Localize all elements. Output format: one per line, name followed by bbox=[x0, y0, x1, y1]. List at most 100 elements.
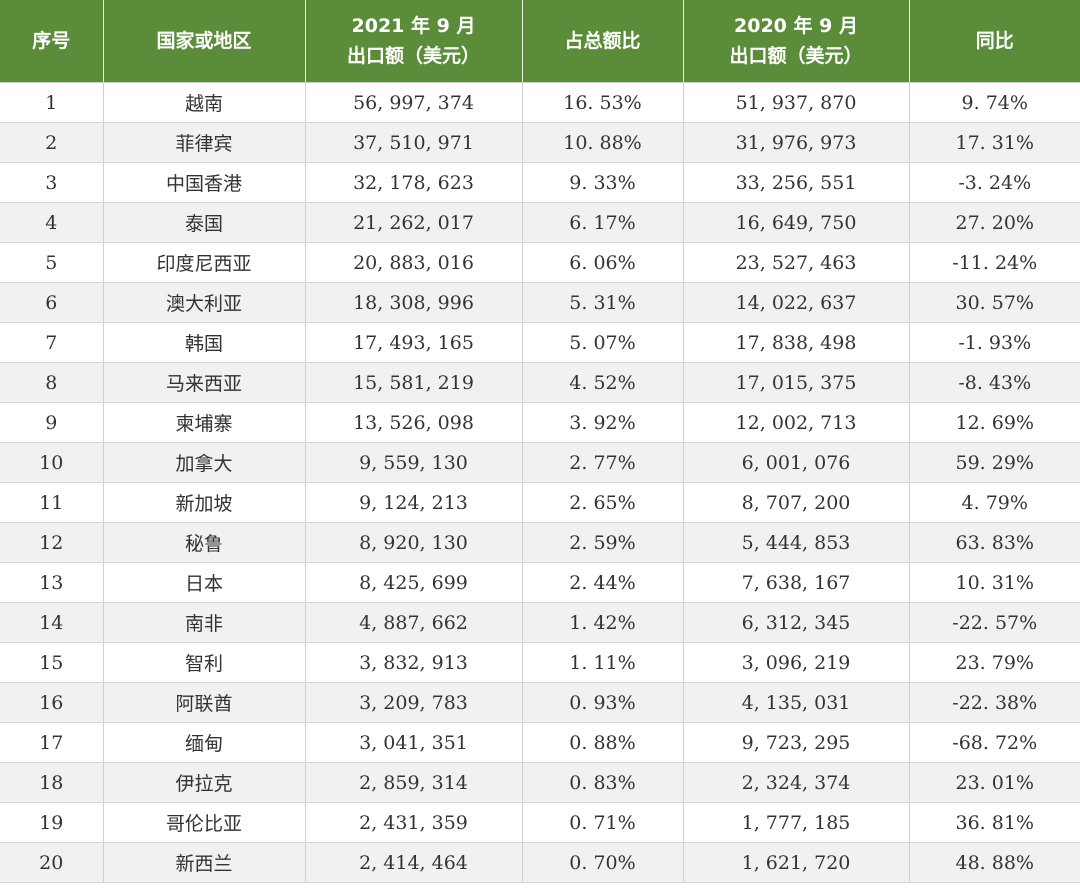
cell-rank: 3 bbox=[0, 162, 104, 203]
header-yoy: 同比 bbox=[909, 0, 1080, 83]
cell-export-2021: 8, 920, 130 bbox=[305, 522, 523, 563]
table-header: 序号 国家或地区 2021 年 9 月出口额（美元） 占总额比 2020 年 9 月出口… bbox=[0, 0, 1080, 83]
header-country: 国家或地区 bbox=[103, 0, 306, 83]
table-row: 2 菲律宾 37, 510, 971 10. 88% 31, 976, 973 17. 3… bbox=[0, 122, 1080, 163]
cell-rank: 2 bbox=[0, 122, 104, 163]
cell-export-2021: 15, 581, 219 bbox=[305, 362, 523, 403]
table-row: 13 日本 8, 425, 699 2. 44% 7, 638, 167 10. 31% bbox=[0, 562, 1080, 603]
cell-export-2020: 6, 001, 076 bbox=[683, 442, 910, 483]
cell-yoy: 10. 31% bbox=[909, 562, 1080, 603]
cell-country: 南非 bbox=[103, 602, 306, 643]
cell-export-2020: 2, 324, 374 bbox=[683, 762, 910, 803]
cell-export-2021: 8, 425, 699 bbox=[305, 562, 523, 603]
cell-yoy: 27. 20% bbox=[909, 202, 1080, 243]
cell-export-2020: 33, 256, 551 bbox=[683, 162, 910, 203]
cell-export-2021: 37, 510, 971 bbox=[305, 122, 523, 163]
cell-yoy: 63. 83% bbox=[909, 522, 1080, 563]
cell-export-2020: 3, 096, 219 bbox=[683, 642, 910, 683]
cell-share: 5. 31% bbox=[522, 282, 684, 323]
cell-export-2020: 7, 638, 167 bbox=[683, 562, 910, 603]
cell-country: 马来西亚 bbox=[103, 362, 306, 403]
cell-export-2021: 3, 041, 351 bbox=[305, 722, 523, 763]
cell-yoy: -22. 38% bbox=[909, 682, 1080, 723]
cell-yoy: -3. 24% bbox=[909, 162, 1080, 203]
cell-rank: 4 bbox=[0, 202, 104, 243]
cell-yoy: 59. 29% bbox=[909, 442, 1080, 483]
table-row: 3 中国香港 32, 178, 623 9. 33% 33, 256, 551 -3. 2… bbox=[0, 162, 1080, 203]
cell-export-2020: 1, 777, 185 bbox=[683, 802, 910, 843]
header-share: 占总额比 bbox=[522, 0, 684, 83]
cell-export-2020: 23, 527, 463 bbox=[683, 242, 910, 283]
cell-country: 日本 bbox=[103, 562, 306, 603]
cell-export-2021: 13, 526, 098 bbox=[305, 402, 523, 443]
table-row: 4 泰国 21, 262, 017 6. 17% 16, 649, 750 27. 20% bbox=[0, 202, 1080, 243]
cell-rank: 12 bbox=[0, 522, 104, 563]
cell-yoy: -8. 43% bbox=[909, 362, 1080, 403]
table-row: 18 伊拉克 2, 859, 314 0. 83% 2, 324, 374 23. 01% bbox=[0, 762, 1080, 803]
cell-export-2020: 14, 022, 637 bbox=[683, 282, 910, 323]
table-row: 8 马来西亚 15, 581, 219 4. 52% 17, 015, 375 -8. 4… bbox=[0, 362, 1080, 403]
cell-rank: 13 bbox=[0, 562, 104, 603]
cell-country: 柬埔寨 bbox=[103, 402, 306, 443]
header-export-2020: 2020 年 9 月出口额（美元） bbox=[683, 0, 910, 83]
cell-yoy: 36. 81% bbox=[909, 802, 1080, 843]
cell-rank: 14 bbox=[0, 602, 104, 643]
table-row: 5 印度尼西亚 20, 883, 016 6. 06% 23, 527, 463 -11.… bbox=[0, 242, 1080, 283]
cell-yoy: 30. 57% bbox=[909, 282, 1080, 323]
cell-share: 2. 59% bbox=[522, 522, 684, 563]
cell-rank: 9 bbox=[0, 402, 104, 443]
cell-share: 16. 53% bbox=[522, 82, 684, 123]
cell-rank: 11 bbox=[0, 482, 104, 523]
cell-rank: 8 bbox=[0, 362, 104, 403]
header-export-2021-line: 出口额（美元） bbox=[346, 45, 480, 67]
cell-export-2021: 2, 431, 359 bbox=[305, 802, 523, 843]
header-rank-line: 序号 bbox=[32, 30, 71, 52]
header-rank: 序号 bbox=[0, 0, 104, 83]
cell-rank: 1 bbox=[0, 82, 104, 123]
cell-export-2020: 16, 649, 750 bbox=[683, 202, 910, 243]
cell-yoy: -1. 93% bbox=[909, 322, 1080, 363]
cell-share: 10. 88% bbox=[522, 122, 684, 163]
header-export-2021-line: 2021 年 9 月 bbox=[351, 15, 476, 37]
table-row: 16 阿联酋 3, 209, 783 0. 93% 4, 135, 031 -22. 38… bbox=[0, 682, 1080, 723]
cell-rank: 15 bbox=[0, 642, 104, 683]
table-row: 12 秘鲁 8, 920, 130 2. 59% 5, 444, 853 63. 83% bbox=[0, 522, 1080, 563]
table-row: 10 加拿大 9, 559, 130 2. 77% 6, 001, 076 59. 29% bbox=[0, 442, 1080, 483]
cell-yoy: -11. 24% bbox=[909, 242, 1080, 283]
cell-yoy: 23. 01% bbox=[909, 762, 1080, 803]
table-row: 11 新加坡 9, 124, 213 2. 65% 8, 707, 200 4. 79% bbox=[0, 482, 1080, 523]
cell-export-2021: 56, 997, 374 bbox=[305, 82, 523, 123]
cell-yoy: 9. 74% bbox=[909, 82, 1080, 123]
cell-rank: 7 bbox=[0, 322, 104, 363]
cell-share: 0. 70% bbox=[522, 842, 684, 883]
cell-rank: 19 bbox=[0, 802, 104, 843]
header-export-2020-line: 2020 年 9 月 bbox=[734, 15, 858, 37]
cell-country: 新西兰 bbox=[103, 842, 306, 883]
cell-export-2020: 6, 312, 345 bbox=[683, 602, 910, 643]
table-row: 9 柬埔寨 13, 526, 098 3. 92% 12, 002, 713 12. 69… bbox=[0, 402, 1080, 443]
cell-share: 9. 33% bbox=[522, 162, 684, 203]
cell-export-2021: 2, 414, 464 bbox=[305, 842, 523, 883]
cell-export-2021: 21, 262, 017 bbox=[305, 202, 523, 243]
header-export-2021: 2021 年 9 月出口额（美元） bbox=[305, 0, 523, 83]
header-country-line: 国家或地区 bbox=[156, 30, 252, 52]
table-row: 7 韩国 17, 493, 165 5. 07% 17, 838, 498 -1. 93% bbox=[0, 322, 1080, 363]
cell-export-2021: 2, 859, 314 bbox=[305, 762, 523, 803]
cell-country: 越南 bbox=[103, 82, 306, 123]
cell-country: 印度尼西亚 bbox=[103, 242, 306, 283]
table-row: 14 南非 4, 887, 662 1. 42% 6, 312, 345 -22. 57% bbox=[0, 602, 1080, 643]
header-row: 序号 国家或地区 2021 年 9 月出口额（美元） 占总额比 2020 年 9 月出口… bbox=[0, 0, 1080, 83]
cell-share: 2. 77% bbox=[522, 442, 684, 483]
cell-share: 2. 65% bbox=[522, 482, 684, 523]
cell-country: 澳大利亚 bbox=[103, 282, 306, 323]
header-export-2020-line: 出口额（美元） bbox=[729, 45, 863, 67]
cell-country: 阿联酋 bbox=[103, 682, 306, 723]
cell-share: 0. 83% bbox=[522, 762, 684, 803]
header-share-line: 占总额比 bbox=[564, 30, 641, 52]
cell-share: 1. 42% bbox=[522, 602, 684, 643]
table-row: 15 智利 3, 832, 913 1. 11% 3, 096, 219 23. 79% bbox=[0, 642, 1080, 683]
cell-share: 3. 92% bbox=[522, 402, 684, 443]
cell-country: 泰国 bbox=[103, 202, 306, 243]
cell-export-2021: 9, 124, 213 bbox=[305, 482, 523, 523]
